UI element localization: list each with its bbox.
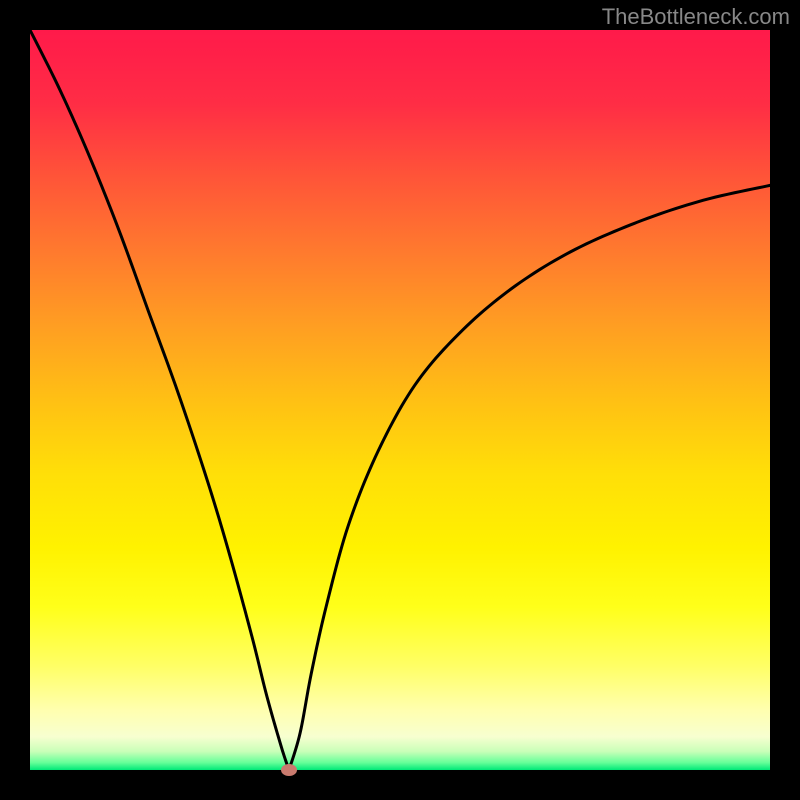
minimum-marker <box>281 764 297 776</box>
watermark-text: TheBottleneck.com <box>602 4 790 30</box>
chart-container: TheBottleneck.com <box>0 0 800 800</box>
chart-svg <box>0 0 800 800</box>
plot-background <box>30 30 770 770</box>
